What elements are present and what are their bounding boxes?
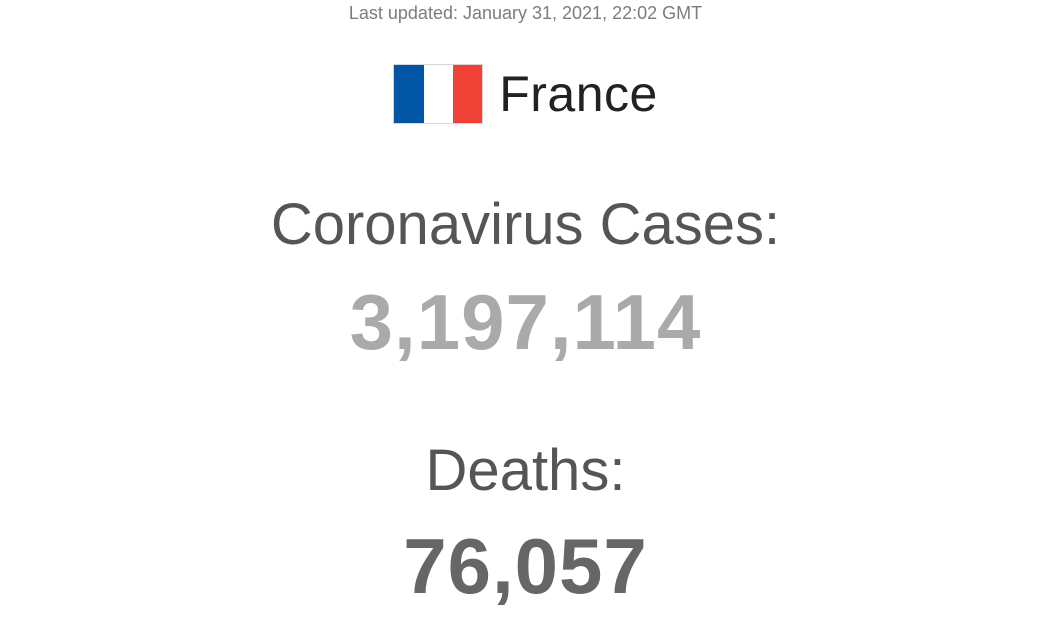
deaths-count: 76,057 xyxy=(403,522,648,610)
cases-count: 3,197,114 xyxy=(349,278,702,366)
france-flag-icon xyxy=(393,64,484,124)
country-header: France xyxy=(0,64,1051,124)
flag-stripe-white xyxy=(423,65,453,123)
deaths-label: Deaths: xyxy=(425,438,626,503)
flag-stripe-red xyxy=(452,65,483,123)
last-updated-text: Last updated: January 31, 2021, 22:02 GM… xyxy=(348,3,703,23)
country-name: France xyxy=(499,66,658,122)
flag-stripe-blue xyxy=(394,65,424,123)
cases-label: Coronavirus Cases: xyxy=(270,192,781,257)
